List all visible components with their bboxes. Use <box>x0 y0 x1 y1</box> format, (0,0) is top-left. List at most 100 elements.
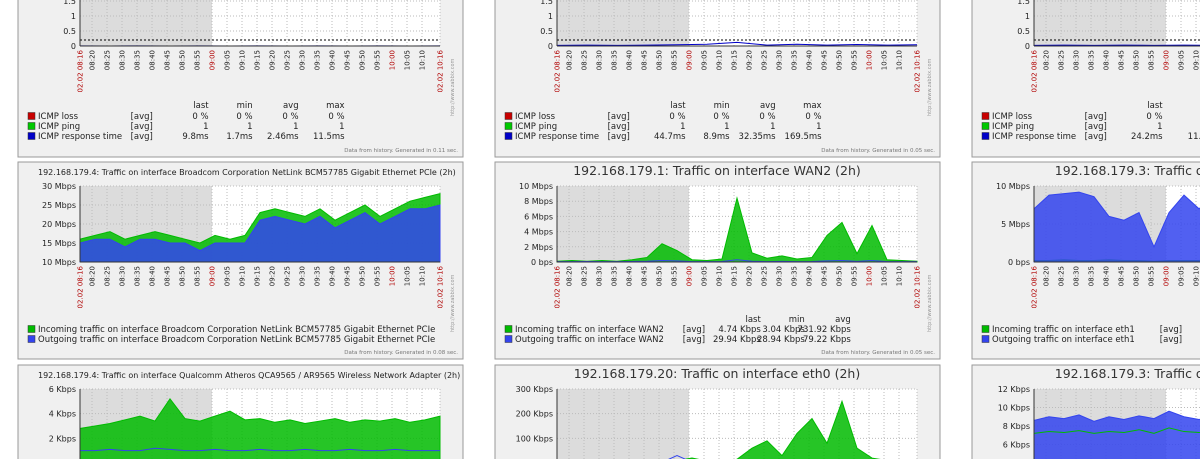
x-tick-label: 09:05 <box>1178 266 1186 286</box>
x-tick-label: 08:55 <box>671 50 679 70</box>
x-tick-label: 08:40 <box>149 266 157 286</box>
x-tick-label: 09:20 <box>269 50 277 70</box>
legend-stat: 9.8ms <box>182 132 209 142</box>
legend-swatch <box>27 112 36 120</box>
x-tick-label: 10:10 <box>419 50 427 70</box>
x-tick-label: 09:15 <box>254 50 262 70</box>
x-tick-label: 08:45 <box>1118 50 1126 70</box>
legend-stat: 0 % <box>759 112 775 122</box>
legend-swatch <box>27 335 36 343</box>
x-tick-label: 09:40 <box>806 50 814 70</box>
x-tick-label: 10:10 <box>896 50 904 70</box>
x-tick-label: 09:15 <box>731 50 739 70</box>
x-tick-label: 09:30 <box>299 50 307 70</box>
panel-title: 192.168.179.4: Traffic on interface Qual… <box>38 371 460 380</box>
x-tick-label: 10:00 <box>389 50 397 70</box>
y-tick-label: 0 bps <box>1008 258 1030 267</box>
x-tick-label: 09:55 <box>851 50 859 70</box>
y-tick-label: 25 Mbps <box>42 201 76 210</box>
y-tick-label: 0.5 <box>540 27 553 36</box>
legend-stat: 169.5ms <box>785 132 823 142</box>
legend-stat: 44.7ms <box>654 132 686 142</box>
footer: Data from history. Generated in 0.11 sec… <box>344 148 458 154</box>
x-tick-label: 09:30 <box>299 266 307 286</box>
x-tick-label: 10:05 <box>881 266 889 286</box>
legend-header: avg <box>283 101 299 111</box>
x-tick-label: 08:40 <box>149 50 157 70</box>
x-tick-label: 09:45 <box>344 266 352 286</box>
x-tick-label: 08:40 <box>1103 266 1111 286</box>
legend-swatch <box>981 122 990 130</box>
y-tick-label: 0 <box>1025 42 1030 51</box>
x-tick-label: 09:50 <box>359 50 367 70</box>
watermark: http://www.zabbix.com <box>450 275 456 332</box>
legend-header: min <box>714 101 730 111</box>
y-tick-label: 2 Kbps <box>49 434 76 443</box>
y-tick-label: 0 <box>71 42 76 51</box>
x-tick-label: 08:30 <box>119 50 127 70</box>
panel-title: 192.168.179.1: Traffic on interface WAN2… <box>573 163 861 178</box>
legend-name: Outgoing traffic on interface eth1 <box>992 335 1135 345</box>
x-tick-label: 09:20 <box>269 266 277 286</box>
series-line <box>80 447 440 452</box>
x-tick-label: 09:45 <box>821 50 829 70</box>
y-tick-label: 15 Mbps <box>42 239 76 248</box>
footer: Data from history. Generated in 0.05 sec… <box>821 148 935 154</box>
panel-title: 192.168.179.3: Traffic on interface eth1… <box>1055 163 1200 178</box>
x-tick-label: 09:40 <box>329 266 337 286</box>
work-time-shade <box>80 0 212 46</box>
x-tick-label: 08:35 <box>611 266 619 286</box>
legend-name: Incoming traffic on interface Broadcom C… <box>38 325 435 335</box>
legend-stat: 1.7ms <box>226 132 253 142</box>
legend-stat: 29.94 Kbps <box>713 335 761 345</box>
y-tick-label: 5 Mbps <box>1001 220 1030 229</box>
work-time-shade <box>1034 0 1166 46</box>
legend-stat: 79.22 Kbps <box>803 335 851 345</box>
x-tick-label: 02.02 08:16 <box>554 49 562 92</box>
x-tick-label: 09:50 <box>836 50 844 70</box>
x-tick-label: 09:35 <box>791 266 799 286</box>
x-tick-label: 09:55 <box>374 50 382 70</box>
legend-stat: 0 % <box>669 112 685 122</box>
y-tick-label: 0 <box>548 42 553 51</box>
legend-stat: 3.04 Kbps <box>762 325 805 335</box>
legend-name: Outgoing traffic on interface Broadcom C… <box>38 335 435 345</box>
x-tick-label: 08:35 <box>134 266 142 286</box>
x-tick-label: 09:45 <box>821 266 829 286</box>
legend-stat: 24.2ms <box>1131 132 1163 142</box>
x-tick-label: 09:00 <box>686 50 694 70</box>
x-tick-label: 02.02 10:16 <box>437 265 445 308</box>
series-line <box>556 41 918 46</box>
series-area <box>556 196 918 263</box>
x-tick-label: 08:50 <box>656 266 664 286</box>
y-tick-label: 12 Kbps <box>998 385 1030 394</box>
legend-func: [avg] <box>1085 112 1107 122</box>
y-tick-label: 10 Kbps <box>998 404 1030 413</box>
legend-header: last <box>193 101 209 111</box>
x-tick-label: 09:25 <box>284 50 292 70</box>
legend-header: avg <box>760 101 776 111</box>
x-tick-label: 09:50 <box>359 266 367 286</box>
y-tick-label: 10 Mbps <box>519 182 553 191</box>
y-tick-label: 1.5 <box>1017 0 1030 6</box>
x-tick-label: 08:55 <box>1148 50 1156 70</box>
legend-func: [avg] <box>608 112 630 122</box>
legend-name: ICMP loss <box>515 112 556 122</box>
legend-stat: 1 <box>1157 122 1162 132</box>
x-tick-label: 08:50 <box>1133 50 1141 70</box>
x-tick-label: 08:25 <box>104 266 112 286</box>
x-tick-label: 09:00 <box>1163 266 1171 286</box>
x-tick-label: 09:25 <box>284 266 292 286</box>
legend-func: [avg] <box>131 112 153 122</box>
legend-stat: 0 % <box>328 112 344 122</box>
y-tick-label: 8 Kbps <box>1003 422 1030 431</box>
work-time-shade <box>557 0 689 46</box>
x-tick-label: 09:35 <box>791 50 799 70</box>
x-tick-label: 02.02 10:16 <box>437 49 445 92</box>
y-tick-label: 1 <box>548 12 553 21</box>
x-tick-label: 09:35 <box>314 266 322 286</box>
legend-stat: 1 <box>816 122 821 132</box>
x-tick-label: 08:45 <box>164 266 172 286</box>
x-tick-label: 02.02 10:16 <box>914 265 922 308</box>
